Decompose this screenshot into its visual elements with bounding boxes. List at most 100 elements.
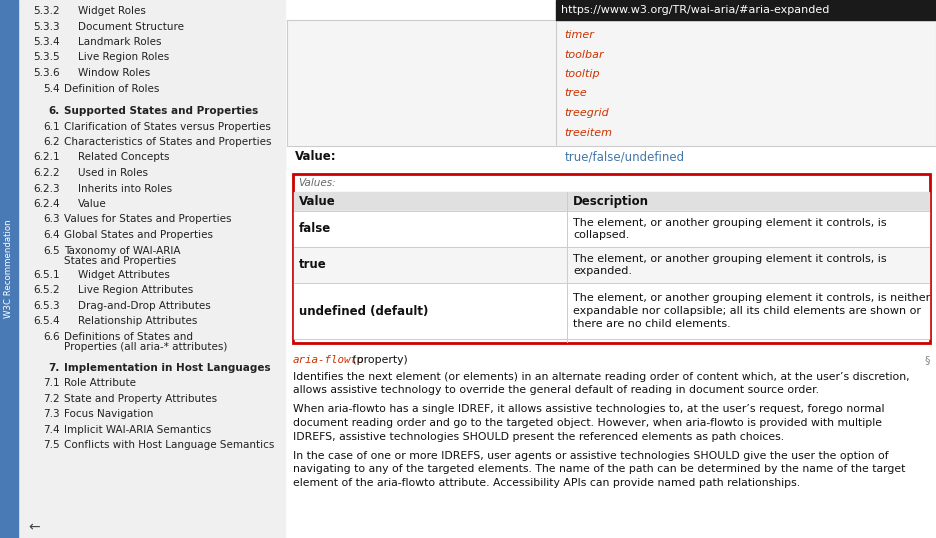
Text: expanded.: expanded. <box>573 266 632 277</box>
Text: 7.5: 7.5 <box>43 440 60 450</box>
Text: Implicit WAI-ARIA Semantics: Implicit WAI-ARIA Semantics <box>64 424 212 435</box>
Text: Implementation in Host Languages: Implementation in Host Languages <box>64 363 271 372</box>
Text: there are no child elements.: there are no child elements. <box>573 319 731 329</box>
Text: W3C Recommendation: W3C Recommendation <box>5 220 13 318</box>
Text: Definition of Roles: Definition of Roles <box>64 83 159 94</box>
Text: Identifies the next element (or elements) in an alternate reading order of conte: Identifies the next element (or elements… <box>293 372 910 381</box>
Text: Global States and Properties: Global States and Properties <box>64 230 213 240</box>
Text: Clarification of States versus Properties: Clarification of States versus Propertie… <box>64 122 271 131</box>
Text: 7.3: 7.3 <box>43 409 60 419</box>
Text: The element, or another grouping element it controls, is: The element, or another grouping element… <box>573 253 886 264</box>
Text: 6.2.3: 6.2.3 <box>34 183 60 194</box>
Bar <box>294 247 929 283</box>
Bar <box>294 211 929 247</box>
Text: Properties (all aria-* attributes): Properties (all aria-* attributes) <box>64 342 227 352</box>
Text: 6.5.2: 6.5.2 <box>34 285 60 295</box>
Text: Widget Attributes: Widget Attributes <box>78 270 169 280</box>
Text: timer: timer <box>564 30 594 40</box>
Text: 6.2: 6.2 <box>43 137 60 147</box>
Text: Values:: Values: <box>298 178 336 188</box>
Text: §: § <box>925 355 930 365</box>
Text: (property): (property) <box>348 355 407 365</box>
Bar <box>556 0 936 20</box>
Text: Value: Value <box>299 195 336 208</box>
Text: IDREFS, assistive technologies SHOULD present the referenced elements as path ch: IDREFS, assistive technologies SHOULD pr… <box>293 431 784 442</box>
Text: Supported States and Properties: Supported States and Properties <box>64 106 258 116</box>
Text: 6.2.4: 6.2.4 <box>34 199 60 209</box>
Text: Conflicts with Host Language Semantics: Conflicts with Host Language Semantics <box>64 440 274 450</box>
Text: 5.3.5: 5.3.5 <box>34 53 60 62</box>
Text: element of the aria-flowto attribute. Accessibility APIs can provide named path : element of the aria-flowto attribute. Ac… <box>293 478 800 488</box>
Text: 5.3.6: 5.3.6 <box>34 68 60 78</box>
Bar <box>294 192 929 211</box>
Text: 7.2: 7.2 <box>43 394 60 404</box>
Text: toolbar: toolbar <box>564 49 604 60</box>
Text: document reading order and go to the targeted object. However, when aria-flowto : document reading order and go to the tar… <box>293 418 882 428</box>
Bar <box>287 20 936 168</box>
Text: Related Concepts: Related Concepts <box>78 152 169 162</box>
Text: 5.3.4: 5.3.4 <box>34 37 60 47</box>
Text: aria-flowto: aria-flowto <box>293 355 364 365</box>
Text: Definitions of States and: Definitions of States and <box>64 331 193 342</box>
Text: Values for States and Properties: Values for States and Properties <box>64 215 231 224</box>
Text: tooltip: tooltip <box>564 69 600 79</box>
Text: When aria-flowto has a single IDREF, it allows assistive technologies to, at the: When aria-flowto has a single IDREF, it … <box>293 405 885 414</box>
Text: Window Roles: Window Roles <box>78 68 151 78</box>
Text: Drag-and-Drop Attributes: Drag-and-Drop Attributes <box>78 301 211 310</box>
Text: Taxonomy of WAI-ARIA: Taxonomy of WAI-ARIA <box>64 245 181 256</box>
Text: 5.3.3: 5.3.3 <box>34 22 60 32</box>
Text: allows assistive technology to override the general default of reading in docume: allows assistive technology to override … <box>293 385 819 395</box>
Text: Role Attribute: Role Attribute <box>64 378 136 388</box>
Text: Document Structure: Document Structure <box>78 22 184 32</box>
Text: treeitem: treeitem <box>564 128 612 138</box>
Text: The element, or another grouping element it controls, is: The element, or another grouping element… <box>573 217 886 228</box>
Text: 6.3: 6.3 <box>43 215 60 224</box>
Text: Focus Navigation: Focus Navigation <box>64 409 154 419</box>
Text: Value: Value <box>78 199 107 209</box>
Text: false: false <box>299 223 331 236</box>
Text: 6.5.3: 6.5.3 <box>34 301 60 310</box>
Bar <box>293 174 930 343</box>
Text: State and Property Attributes: State and Property Attributes <box>64 394 217 404</box>
Text: Characteristics of States and Properties: Characteristics of States and Properties <box>64 137 271 147</box>
Bar <box>294 283 929 339</box>
Text: collapsed.: collapsed. <box>573 230 629 240</box>
Text: Inherits into Roles: Inherits into Roles <box>78 183 172 194</box>
Text: 6.2.2: 6.2.2 <box>34 168 60 178</box>
Text: tree: tree <box>564 88 587 98</box>
Text: true: true <box>299 258 327 272</box>
Text: 6.6: 6.6 <box>43 331 60 342</box>
Text: ←: ← <box>28 520 40 534</box>
Text: Description: Description <box>573 195 649 208</box>
Text: In the case of one or more IDREFS, user agents or assistive technologies SHOULD : In the case of one or more IDREFS, user … <box>293 451 888 461</box>
Text: undefined (default): undefined (default) <box>299 305 429 317</box>
Text: Used in Roles: Used in Roles <box>78 168 148 178</box>
Text: 7.1: 7.1 <box>43 378 60 388</box>
Text: 6.1: 6.1 <box>43 122 60 131</box>
Text: 6.5.4: 6.5.4 <box>34 316 60 326</box>
Bar <box>0 0 18 538</box>
Text: 7.: 7. <box>49 363 60 372</box>
Text: States and Properties: States and Properties <box>64 256 176 266</box>
Text: Live Region Roles: Live Region Roles <box>78 53 169 62</box>
Text: expandable nor collapsible; all its child elements are shown or: expandable nor collapsible; all its chil… <box>573 306 921 316</box>
Text: 6.5.1: 6.5.1 <box>34 270 60 280</box>
Text: 5.4: 5.4 <box>43 83 60 94</box>
Text: 6.: 6. <box>49 106 60 116</box>
Text: 6.4: 6.4 <box>43 230 60 240</box>
Text: Landmark Roles: Landmark Roles <box>78 37 162 47</box>
Text: 5.3.2: 5.3.2 <box>34 6 60 16</box>
Text: The element, or another grouping element it controls, is neither: The element, or another grouping element… <box>573 293 930 303</box>
Bar <box>287 146 936 168</box>
Text: 6.2.1: 6.2.1 <box>34 152 60 162</box>
Text: https://www.w3.org/TR/wai-aria/#aria-expanded: https://www.w3.org/TR/wai-aria/#aria-exp… <box>562 5 829 15</box>
Text: 7.4: 7.4 <box>43 424 60 435</box>
Text: Value:: Value: <box>295 151 337 164</box>
Bar <box>0 0 285 538</box>
Text: 6.5: 6.5 <box>43 245 60 256</box>
Text: treegrid: treegrid <box>564 108 609 118</box>
Text: Widget Roles: Widget Roles <box>78 6 146 16</box>
Text: true/false/undefined: true/false/undefined <box>564 151 684 164</box>
Text: Live Region Attributes: Live Region Attributes <box>78 285 193 295</box>
Text: navigating to any of the targeted elements. The name of the path can be determin: navigating to any of the targeted elemen… <box>293 464 905 475</box>
